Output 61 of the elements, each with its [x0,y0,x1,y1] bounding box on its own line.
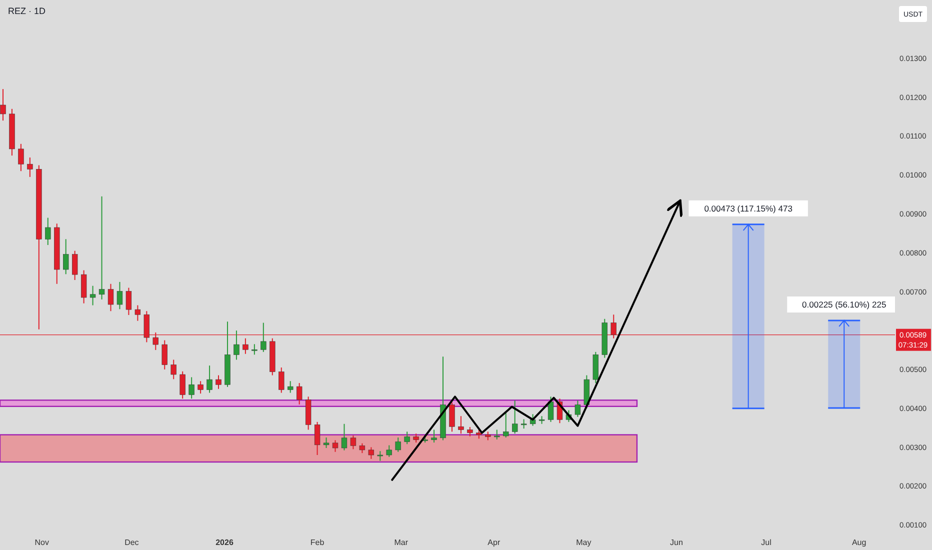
x-tick-label: 2026 [216,538,234,547]
candlestick [458,416,464,434]
x-tick-label: Mar [394,538,408,547]
candlestick [296,382,302,405]
candlestick [314,421,320,456]
candlestick [18,143,24,172]
candlestick [332,440,338,452]
candlestick [467,426,473,437]
candlestick [80,270,87,304]
x-tick-label: May [576,538,592,547]
text: REZ · 1D [8,6,46,16]
candlestick [216,374,222,390]
candlestick [395,437,401,452]
candlestick [188,376,194,400]
x-tick-label: Apr [488,538,500,547]
candlestick [512,400,518,434]
candlestick [180,370,186,400]
x-tick-label: Aug [852,538,866,547]
candlestick [234,330,240,360]
candlestick [278,367,284,394]
candlestick [0,88,6,122]
candlestick [162,340,168,370]
candlestick [63,238,69,275]
candlestick [359,442,366,454]
candlestick [126,287,132,316]
candlestick [242,338,248,354]
candlestick [134,304,141,322]
candlestick [170,359,176,380]
candlestick [323,437,330,448]
candlestick [27,157,33,178]
candlestick [350,435,356,450]
candlestick [206,365,212,394]
candlestick [260,322,266,352]
data-label: 0.00225 (56.10%) 225 [802,299,886,310]
candlestick [288,380,294,394]
candlestick [404,431,410,445]
x-tick-label: Nov [34,538,50,547]
candlestick [341,423,348,451]
candlestick [116,281,123,310]
x-tick-label: Jul [761,538,772,547]
candlestick [520,418,527,430]
candlestick [386,444,392,458]
candlestick [574,400,581,418]
x-tick-label: Feb [310,538,325,547]
candlestick [98,196,105,300]
candlestick [503,412,509,438]
candlestick [198,380,204,394]
x-tick-label: Jun [670,538,683,547]
candlestick [72,250,78,280]
candlestick [45,217,51,246]
candlestick [252,344,258,356]
candlestick [368,446,374,460]
candlestick [494,429,500,440]
candlestick [449,402,455,432]
candlestick [377,450,383,462]
candlestick [108,283,114,312]
candlestick [431,429,437,444]
candlestick [548,396,554,422]
data-label: 0.00473 (117.15%) 473 [704,203,793,214]
x-tick-label: Dec [124,538,139,547]
candlestick [90,285,96,306]
